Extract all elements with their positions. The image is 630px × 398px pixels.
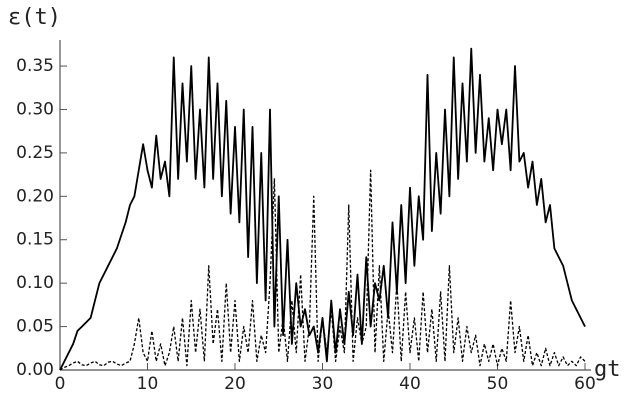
x-tick-label: 10 bbox=[137, 374, 159, 394]
y-tick-label: 0.35 bbox=[16, 56, 54, 76]
series-line bbox=[59, 169, 586, 371]
y-tick-label: 0.25 bbox=[16, 143, 54, 163]
x-axis-label: gt bbox=[594, 357, 621, 382]
x-tick-label: 0 bbox=[55, 374, 66, 394]
y-tick-label: 0.10 bbox=[16, 273, 54, 293]
x-tick-label: 60 bbox=[574, 374, 596, 394]
x-tick-label: 30 bbox=[312, 374, 334, 394]
y-tick-label: 0.30 bbox=[16, 99, 54, 119]
y-tick-label: 0.00 bbox=[16, 360, 54, 380]
y-tick-label: 0.15 bbox=[16, 230, 54, 250]
x-tick-label: 20 bbox=[224, 374, 246, 394]
y-axis-label: ε(t) bbox=[8, 5, 61, 30]
x-tick-label: 40 bbox=[399, 374, 421, 394]
y-tick-label: 0.05 bbox=[16, 317, 54, 337]
x-tick-label: 50 bbox=[487, 374, 509, 394]
y-tick-label: 0.20 bbox=[16, 186, 54, 206]
